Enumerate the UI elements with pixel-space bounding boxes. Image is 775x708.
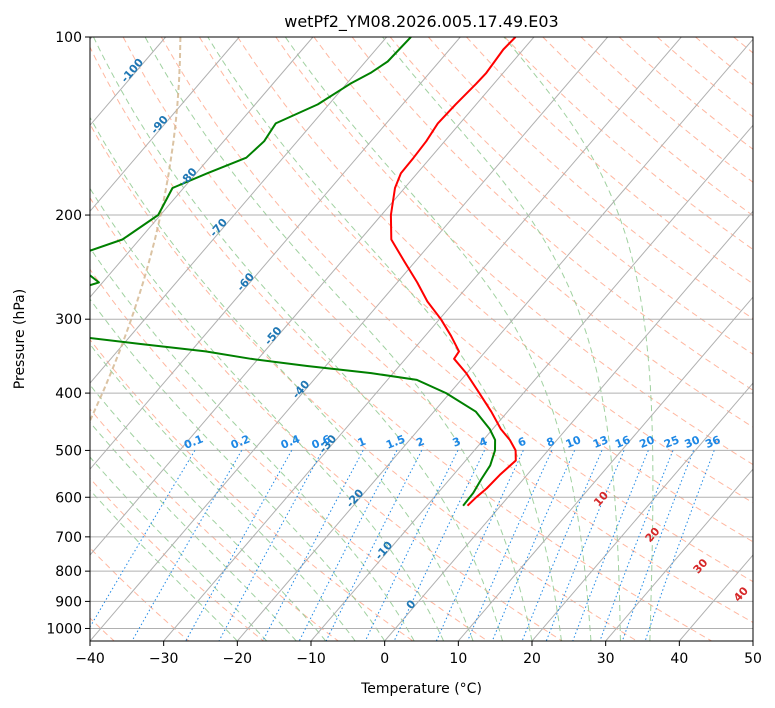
mixing-ratio-line	[599, 450, 674, 641]
moist-adiabat	[90, 298, 386, 641]
isotherm	[90, 37, 461, 470]
mixing-ratio-line	[262, 450, 364, 641]
mixing-ratio-line	[131, 450, 243, 641]
mixing-ratio-label: 1	[356, 435, 368, 450]
dewpoint-profile-line	[90, 37, 497, 507]
chart-title: wetPf2_YM08.2026.005.17.49.E03	[284, 12, 558, 32]
x-axis-title: Temperature (°C)	[360, 681, 482, 697]
x-tick-label: −10	[296, 651, 326, 667]
isotherm	[90, 37, 388, 384]
mixing-ratio-line	[572, 450, 649, 641]
moist-adiabat	[144, 37, 533, 641]
isotherm	[384, 210, 753, 641]
isotherm	[531, 382, 753, 641]
y-tick-label: 300	[55, 312, 82, 328]
mixing-ratio-line	[393, 450, 485, 641]
y-tick-label: 800	[55, 564, 82, 580]
y-tick-label: 700	[55, 530, 82, 546]
x-axis: −40 −30 −20 −10 0 10 20 30 40 50	[75, 641, 762, 667]
mixing-ratio-line	[218, 450, 323, 641]
mixing-ratio-label: 25	[662, 433, 681, 451]
mixing-ratio-line	[325, 450, 423, 641]
moist-adiabat	[503, 37, 654, 641]
isotherm	[605, 468, 753, 641]
temperature-profile-line	[389, 37, 517, 507]
x-tick-label: 50	[744, 651, 762, 667]
y-axis-title: Pressure (hPa)	[12, 289, 28, 389]
isotherm	[163, 37, 682, 641]
mixing-ratio-line	[185, 450, 293, 641]
dry-adiabat	[466, 37, 753, 285]
mixing-ratio-label: 13	[591, 433, 610, 451]
mixing-ratio-label: 8	[545, 435, 557, 450]
y-axis: 100 200 300 400 500 600 700 800 900 1000	[46, 30, 90, 637]
moist-adiabat	[90, 116, 474, 641]
dry-adiabat	[90, 196, 563, 641]
dry-adiabat	[428, 37, 753, 320]
x-tick-label: 10	[449, 651, 467, 667]
mixing-ratio-label: 16	[613, 433, 632, 451]
y-tick-label: 400	[55, 386, 82, 402]
y-tick-label: 200	[55, 208, 82, 224]
mixing-ratio-line	[521, 450, 603, 641]
y-tick-label: 600	[55, 490, 82, 506]
x-tick-label: 30	[597, 651, 615, 667]
dry-adiabat	[90, 46, 712, 641]
isotherm	[90, 37, 609, 641]
isotherm	[90, 37, 240, 212]
mixing-ratio-label: 30	[683, 433, 702, 451]
y-tick-label: 100	[55, 30, 82, 46]
x-tick-label: −20	[223, 651, 253, 667]
mixing-ratio-label: 20	[637, 433, 656, 451]
isotherm	[457, 296, 753, 641]
x-tick-label: 40	[670, 651, 688, 667]
moist-adiabat	[382, 37, 621, 641]
plot-frame	[89, 36, 754, 642]
isotherm	[310, 124, 753, 641]
moist-adiabat	[93, 37, 503, 641]
dry-adiabat	[90, 268, 488, 641]
mixing-ratio-label: 3	[451, 435, 463, 450]
isotherm	[90, 37, 314, 298]
background-lines	[90, 37, 753, 641]
y-tick-label: 500	[55, 443, 82, 459]
x-tick-label: 20	[523, 651, 541, 667]
y-tick-label: 1000	[46, 621, 82, 637]
moist-adiabat	[207, 37, 562, 641]
mixing-ratio-line	[435, 450, 524, 641]
mixing-ratio-label: 10	[564, 433, 583, 451]
moist-adiabat	[284, 37, 592, 641]
moist-adiabat	[90, 343, 356, 641]
dry-adiabat	[237, 37, 753, 504]
x-tick-label: −30	[149, 651, 179, 667]
dry-adiabat	[160, 37, 753, 583]
mixing-ratio-label: 2	[414, 435, 426, 450]
isotherm	[90, 37, 535, 556]
dry-adiabat	[90, 547, 190, 641]
isotherm	[236, 38, 753, 641]
dry-adiabat	[275, 37, 753, 466]
mixing-ratio-line	[644, 450, 715, 641]
x-tick-label: 0	[380, 651, 389, 667]
y-tick-label: 900	[55, 594, 82, 610]
moist-adiabat	[90, 384, 327, 641]
mixing-ratio-line	[364, 450, 459, 641]
moist-adiabat	[90, 187, 445, 641]
mixing-ratio-line	[545, 450, 625, 641]
mixing-ratio-label: 36	[703, 433, 722, 451]
dry-adiabat	[122, 37, 753, 624]
mixing-ratio-line	[298, 450, 398, 641]
x-tick-label: −40	[75, 651, 105, 667]
dry-adiabat	[90, 123, 638, 641]
data-lines	[90, 37, 517, 507]
moist-adiabat	[90, 421, 297, 641]
mixing-ratio-line	[621, 450, 694, 641]
moist-adiabat	[90, 247, 415, 641]
